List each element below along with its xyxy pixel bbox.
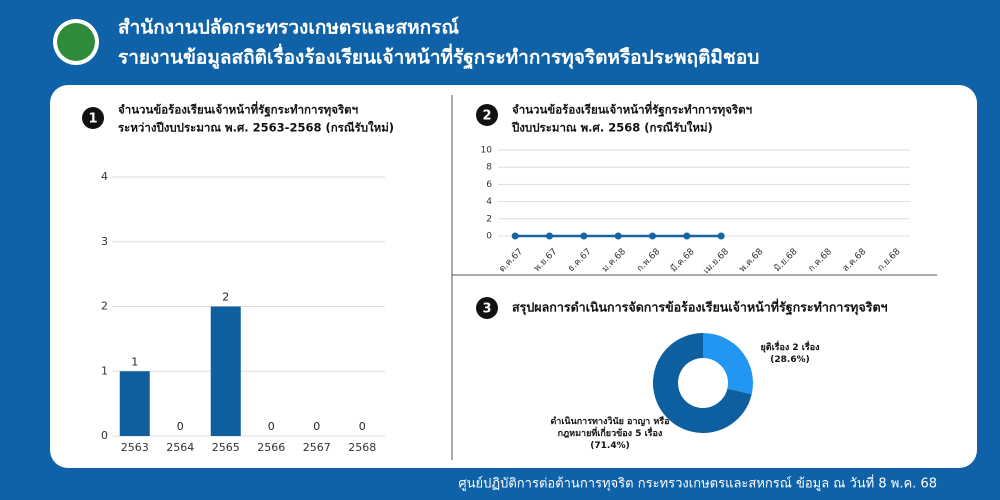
y-tick-label: 2 [486,214,492,224]
slice-value: (28.6%) [770,355,810,365]
marker [717,232,725,240]
x-tick-label: 2567 [303,441,331,454]
slice-label: ดำเนินการทางวินัย อาญา หรือกฎหมายที่เกี่… [540,416,680,452]
marker [683,232,691,240]
bar [119,371,150,436]
data-label: 0 [313,420,320,433]
marker [649,232,656,240]
slice-name: ยุติเรื่อง 2 เรื่อง [760,343,820,353]
footer: ศูนย์ปฏิบัติการต่อต้านการทุจริต กระทรวงเ… [458,475,937,492]
data-label: 0 [268,420,275,433]
y-tick-label: 0 [486,232,492,242]
header-title: สำนักงานปลัดกระทรวงเกษตรและสหกรณ์ [118,17,459,39]
y-tick-label: 4 [101,170,108,183]
slice-value: (71.4%) [590,441,630,451]
chart-subtitle: ระหว่างปีงบประมาณ พ.ศ. 2563-2568 (กรณีรั… [118,121,394,135]
marker [546,232,553,240]
marker [511,232,519,240]
badge-number: 2 [482,109,491,124]
y-tick-label: 3 [101,235,108,248]
data-label: 2 [222,291,229,304]
badge [476,297,498,319]
chart-title: จำนวนข้อร้องเรียนเจ้าหน้าที่รัฐกระทำการท… [512,101,752,118]
badge [82,107,104,129]
data-label: 1 [131,355,138,368]
chart-subtitle: ปีงบประมาณ พ.ศ. 2568 (กรณีรับใหม่) [511,121,713,135]
y-tick-label: 8 [486,163,492,173]
slice-name: ดำเนินการทางวินัย อาญา หรือกฎหมายที่เกี่… [550,417,670,439]
marker [580,232,588,240]
y-tick-label: 1 [101,364,108,377]
logo-inner [57,23,95,61]
x-tick-label: 2563 [121,441,149,454]
chart-title: จำนวนข้อร้องเรียนเจ้าหน้าที่รัฐกระทำการท… [118,101,358,118]
x-tick-label: 2568 [348,441,376,454]
badge [476,104,498,126]
y-tick-label: 0 [101,429,108,442]
marker [614,232,622,240]
slice-label: ยุติเรื่อง 2 เรื่อง (28.6%) [750,342,830,366]
slice [652,333,752,433]
y-tick-label: 2 [101,300,108,313]
y-tick-label: 4 [486,197,492,207]
y-tick-label: 6 [486,180,492,190]
x-tick-label: 2564 [166,441,194,454]
x-tick-label: 2566 [257,441,285,454]
header-subtitle: รายงานข้อมูลสถิติเรื่องร้องเรียนเจ้าหน้า… [118,44,759,71]
slice [703,333,753,395]
bar [210,306,241,436]
data-label: 0 [177,420,184,433]
panel [50,85,977,468]
badge-number: 3 [482,302,491,317]
badge-number: 1 [88,112,97,127]
data-label: 0 [359,420,366,433]
chart-title: สรุปผลการดำเนินการจัดการข้อร้องเรียนเจ้า… [512,299,888,316]
x-tick-label: 2565 [212,441,240,454]
y-tick-label: 10 [481,146,493,156]
